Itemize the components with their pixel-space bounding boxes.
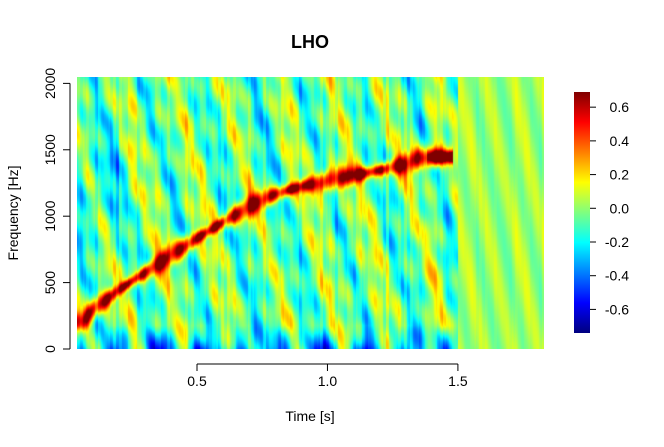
colorbar-tick-label: 0.0 xyxy=(610,200,630,216)
colorbar-ticks: 0.6 0.4 0.2 0.0 -0.2 -0.4 -0.6 xyxy=(590,99,629,317)
x-tick-label: 0.5 xyxy=(187,373,207,389)
chart-title: LHO xyxy=(291,32,329,52)
colorbar-tick-label: -0.6 xyxy=(605,301,629,317)
y-tick-label: 500 xyxy=(42,271,58,295)
heatmap-cells xyxy=(77,77,544,349)
colorbar-tick-label: -0.4 xyxy=(605,268,629,284)
x-tick-label: 1.0 xyxy=(318,373,338,389)
colorbar: 0.6 0.4 0.2 0.0 -0.2 -0.4 -0.6 xyxy=(574,92,629,333)
colorbar-tick-label: 0.2 xyxy=(610,167,630,183)
colorbar-tick-label: 0.4 xyxy=(610,133,630,149)
x-axis-label: Time [s] xyxy=(285,408,334,424)
x-tick-label: 1.5 xyxy=(448,373,468,389)
y-axis: 0 500 1000 1500 2000 xyxy=(42,68,70,353)
x-axis: 0.5 1.0 1.5 xyxy=(187,364,468,389)
y-tick-label: 0 xyxy=(42,345,58,353)
colorbar-tick-label: 0.6 xyxy=(610,99,630,115)
y-tick-label: 1000 xyxy=(42,200,58,231)
y-axis-label: Frequency [Hz] xyxy=(5,166,21,261)
heatmap-area xyxy=(77,77,544,349)
colorbar-tick-label: -0.2 xyxy=(605,234,629,250)
y-tick-label: 2000 xyxy=(42,68,58,99)
colorbar-scale xyxy=(574,92,590,333)
y-tick-label: 1500 xyxy=(42,134,58,165)
